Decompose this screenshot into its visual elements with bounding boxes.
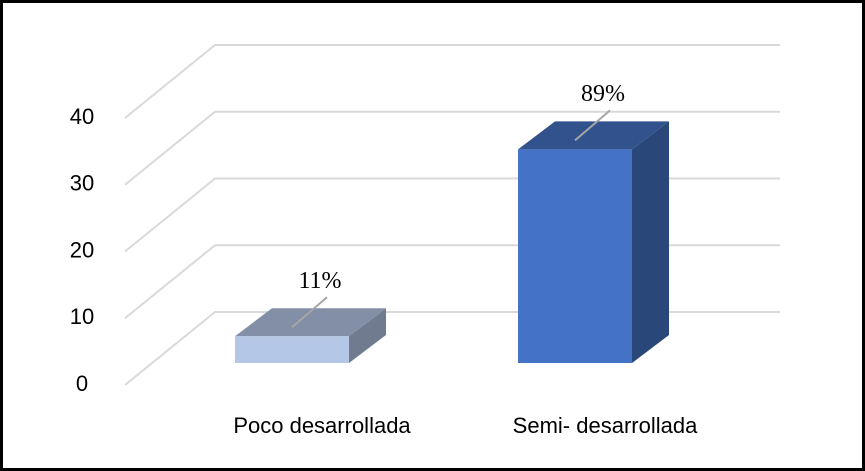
y-tick-label: 0 [76, 371, 88, 396]
bar-side [349, 308, 386, 363]
bar-top [518, 121, 669, 150]
x-tick-label: Semi- desarrollada [513, 413, 698, 438]
leader-line [574, 109, 611, 142]
y-tick-label: 20 [70, 237, 94, 262]
bar-top [235, 308, 386, 337]
bar-side [632, 121, 669, 364]
data-label: 89% [581, 81, 625, 107]
bar-front [518, 149, 632, 363]
data-label: 11% [298, 268, 341, 294]
bar-front [235, 336, 349, 363]
leader-line [291, 296, 328, 329]
y-tick-label: 30 [70, 171, 94, 196]
x-tick-label: Poco desarrollada [233, 413, 411, 438]
y-tick-label: 40 [70, 104, 94, 129]
y-tick-label: 10 [70, 304, 94, 329]
bar [235, 308, 386, 363]
bar [518, 121, 669, 364]
grid-line [124, 110, 780, 186]
grid-line [124, 44, 780, 119]
